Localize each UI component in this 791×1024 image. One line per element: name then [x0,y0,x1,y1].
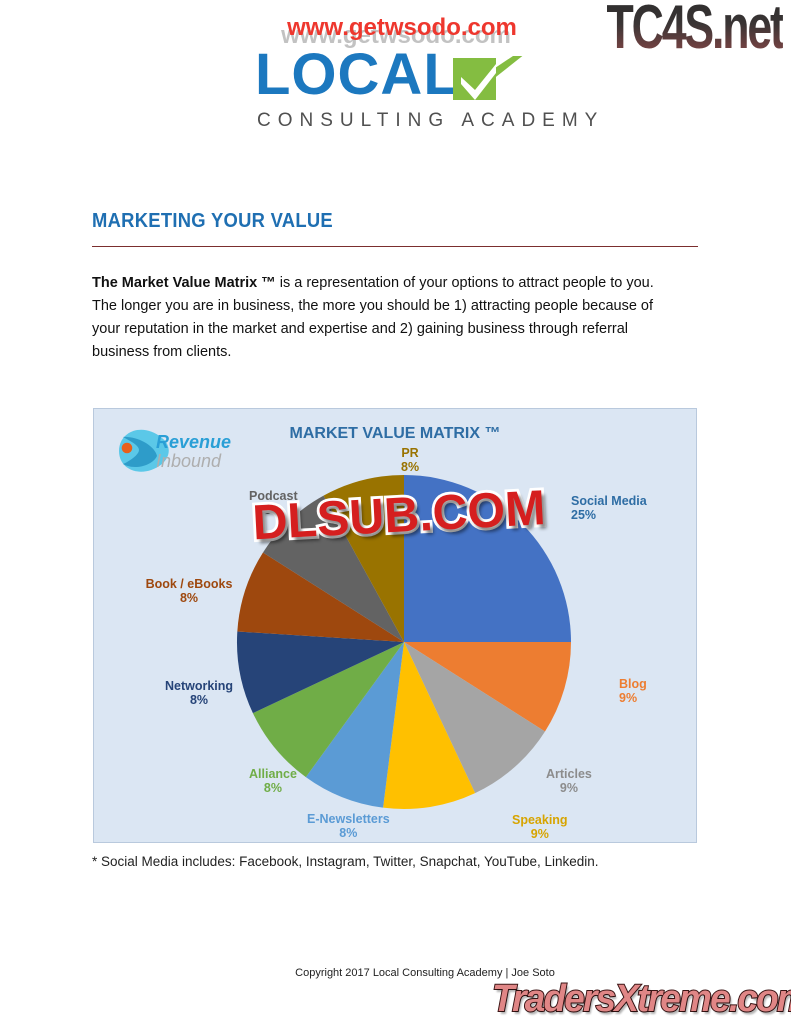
svg-text:Inbound: Inbound [156,451,222,471]
svg-text:Revenue: Revenue [156,432,231,452]
